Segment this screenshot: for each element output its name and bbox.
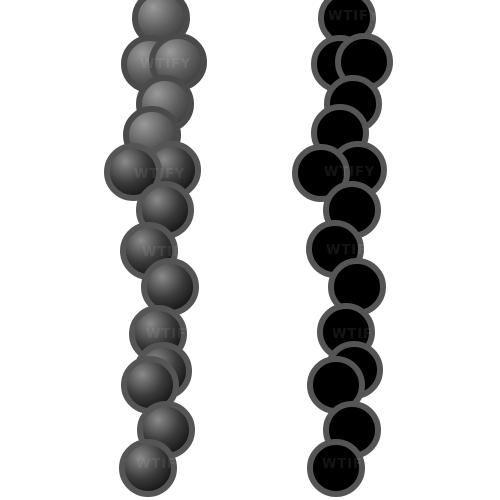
watermark-text: WTIFY bbox=[136, 457, 187, 472]
watermark-layer: WTIFY WTIFY WTIFY WTIFY WTIFY WTIFY WTIFY WTIFY… bbox=[134, 9, 383, 472]
bead bbox=[292, 144, 350, 202]
watermark-text: WTIFY bbox=[324, 165, 375, 180]
strand-right bbox=[292, 0, 393, 497]
watermark-text: WTIFY bbox=[326, 243, 377, 258]
watermark-text: WTIFY bbox=[322, 457, 373, 472]
watermark-text: WTIFY bbox=[146, 327, 197, 342]
bead bbox=[119, 439, 177, 497]
bead bbox=[141, 258, 199, 316]
watermark-text: WTIFY bbox=[328, 9, 379, 24]
strand-left bbox=[104, 0, 207, 497]
watermark-text: WTIFY bbox=[332, 327, 383, 342]
watermark-text: WTIFY bbox=[142, 245, 193, 260]
bead bbox=[307, 439, 365, 497]
bead bbox=[104, 143, 162, 201]
watermark-text: WTIFY bbox=[134, 167, 185, 182]
watermark-text: WTIFY bbox=[140, 57, 191, 72]
